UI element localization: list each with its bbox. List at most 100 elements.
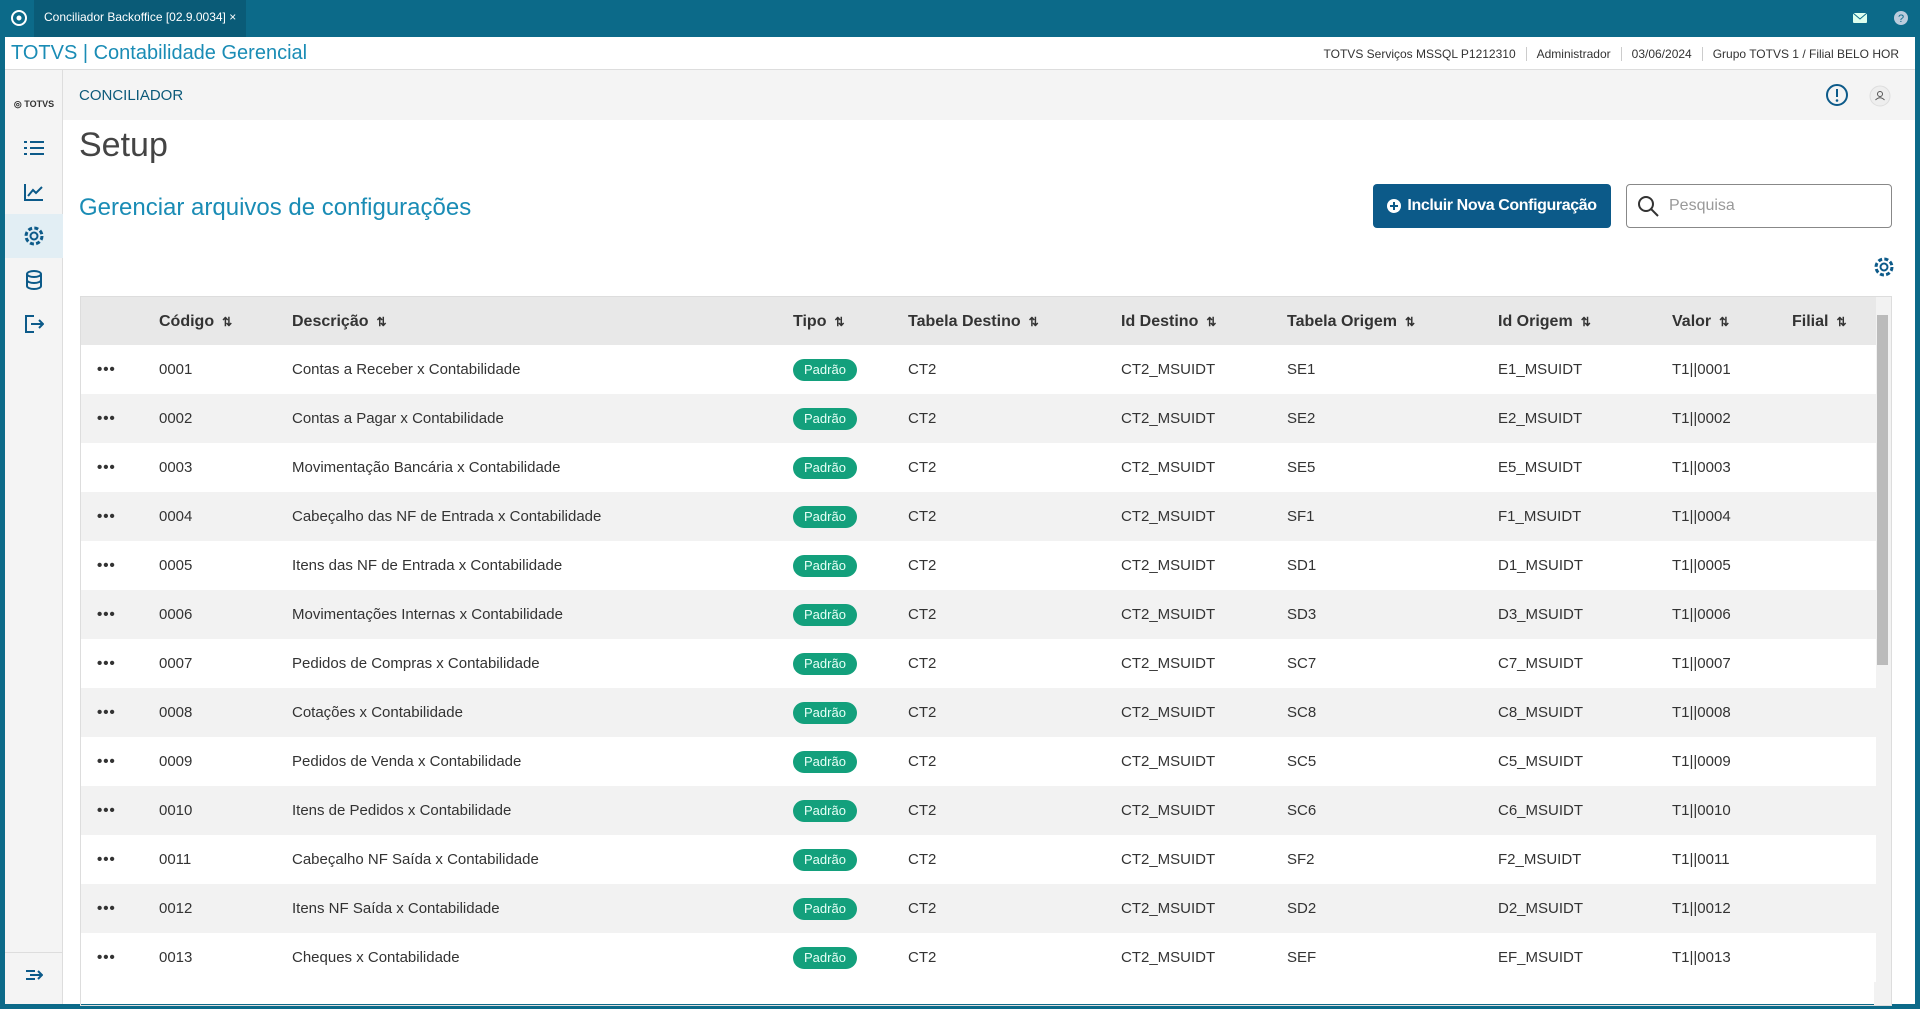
row-actions[interactable]: ••• [97,606,116,623]
row-actions[interactable]: ••• [97,802,116,819]
cell: CT2_MSUIDT [1121,361,1216,378]
cell: CT2 [908,704,937,721]
cell: Cabeçalho NF Saída x Contabilidade [292,851,539,868]
session-item: Grupo TOTVS 1 / Filial BELO HOR [1701,47,1909,61]
table-row: ••• 0006 Movimentações Internas x Contabil… [81,590,1876,639]
cell: CT2_MSUIDT [1121,508,1216,525]
menu-database[interactable] [5,258,63,302]
table-row: ••• 0002 Contas a Pagar x Contabilidade Pad… [81,394,1876,443]
tab-title: Conciliador Backoffice [02.9.0034] [44,10,226,24]
cell: Itens das NF de Entrada x Contabilidade [292,557,563,574]
cell: CT2_MSUIDT [1121,606,1216,623]
column-header[interactable]: Tabela Destino ⇅ [908,297,1039,347]
row-actions[interactable]: ••• [97,949,116,966]
cell: SD1 [1287,557,1317,574]
search-input[interactable]: Pesquisa [1626,184,1892,228]
cell: SC8 [1287,704,1317,721]
cell: SE5 [1287,459,1316,476]
table-settings[interactable] [1873,256,1895,278]
app-icon [11,10,27,26]
scrollbar[interactable] [1874,297,1891,1005]
menu-exit[interactable] [5,302,63,346]
row-actions[interactable]: ••• [97,655,116,672]
cell: F1_MSUIDT [1498,508,1582,525]
add-button[interactable]: Incluir Nova Configuração [1373,184,1611,228]
help-icon[interactable]: ? [1893,10,1909,26]
cell: CT2 [908,802,937,819]
column-header[interactable]: Valor ⇅ [1672,297,1729,347]
cell: Padrão [793,541,857,590]
cell: D1_MSUIDT [1498,557,1584,574]
row-actions[interactable]: ••• [97,508,116,525]
cell: T1||0001 [1672,361,1731,378]
column-header[interactable]: Tabela Origem ⇅ [1287,297,1415,347]
column-label: Filial [1792,313,1829,330]
cell: 0005 [159,557,193,574]
cell: SC6 [1287,802,1317,819]
cell: T1||0010 [1672,802,1731,819]
cell: 0008 [159,704,193,721]
page-title: Setup [79,126,168,164]
column-header[interactable]: Descrição ⇅ [292,297,387,347]
cell: SE2 [1287,410,1316,427]
column-header[interactable]: Filial ⇅ [1792,297,1847,347]
session-item: TOTVS Serviços MSSQL P1212310 [1323,47,1516,61]
cell: 0003 [159,459,193,476]
cell: CT2_MSUIDT [1121,802,1216,819]
session-item: 03/06/2024 [1620,47,1702,61]
type-badge: Padrão [793,653,857,676]
search-placeholder: Pesquisa [1669,197,1735,214]
cell: Padrão [793,884,857,933]
cell: Cheques x Contabilidade [292,949,460,966]
cell: Pedidos de Compras x Contabilidade [292,655,540,672]
cell: CT2 [908,606,937,623]
cell: T1||0011 [1672,851,1730,868]
menu-list[interactable] [5,126,63,170]
row-actions[interactable]: ••• [97,704,116,721]
cell: T1||0003 [1672,459,1731,476]
row-actions[interactable]: ••• [97,753,116,770]
menu-chart[interactable] [5,170,63,214]
cell: Padrão [793,786,857,835]
app-bar: TOTVS | Contabilidade Gerencial TOTVS Se… [5,37,1915,70]
cell: T1||0013 [1672,949,1731,966]
table-row: ••• 0012 Itens NF Saída x Contabilidade Pad… [81,884,1876,933]
mail-icon[interactable] [1852,11,1868,25]
cell: CT2 [908,557,937,574]
sort-icon: ⇅ [1836,315,1847,329]
table: Código ⇅ Descrição ⇅ Tipo ⇅ Tabela Destino ⇅ Id … [80,296,1892,1006]
row-actions[interactable]: ••• [97,851,116,868]
menu-settings[interactable] [5,214,63,258]
alert-icon[interactable] [1825,83,1849,107]
content: Setup Gerenciar arquivos de configuraçõe… [63,120,1915,1006]
cell: SD3 [1287,606,1317,623]
column-header[interactable]: Id Destino ⇅ [1121,297,1216,347]
column-label: Descrição [292,313,369,330]
row-actions[interactable]: ••• [97,900,116,917]
row-actions[interactable]: ••• [97,459,116,476]
cell: SC7 [1287,655,1317,672]
sort-icon: ⇅ [222,315,233,329]
row-actions[interactable]: ••• [97,410,116,427]
cell: 0001 [159,361,193,378]
column-header[interactable]: Código ⇅ [159,297,232,347]
cell: T1||0004 [1672,508,1731,525]
column-header[interactable]: Id Origem ⇅ [1498,297,1591,347]
column-label: Código [159,313,215,330]
column-header[interactable]: Tipo ⇅ [793,297,845,347]
cell: 0013 [159,949,193,966]
row-actions[interactable]: ••• [97,557,116,574]
sort-icon: ⇅ [1404,315,1416,329]
tab[interactable]: Conciliador Backoffice [02.9.0034] × [34,0,247,37]
cell: Cabeçalho das NF de Entrada x Contabilid… [292,508,602,525]
row-actions[interactable]: ••• [97,361,116,378]
type-badge: Padrão [793,898,857,921]
user-icon[interactable] [1869,85,1891,107]
cell: Itens de Pedidos x Contabilidade [292,802,512,819]
table-row: ••• 0003 Movimentação Bancária x Contabili… [81,443,1876,492]
cell: 0004 [159,508,193,525]
type-badge: Padrão [793,947,857,970]
cell: CT2 [908,949,937,966]
expand-menu[interactable] [5,952,63,996]
scroll-thumb[interactable] [1877,315,1888,665]
